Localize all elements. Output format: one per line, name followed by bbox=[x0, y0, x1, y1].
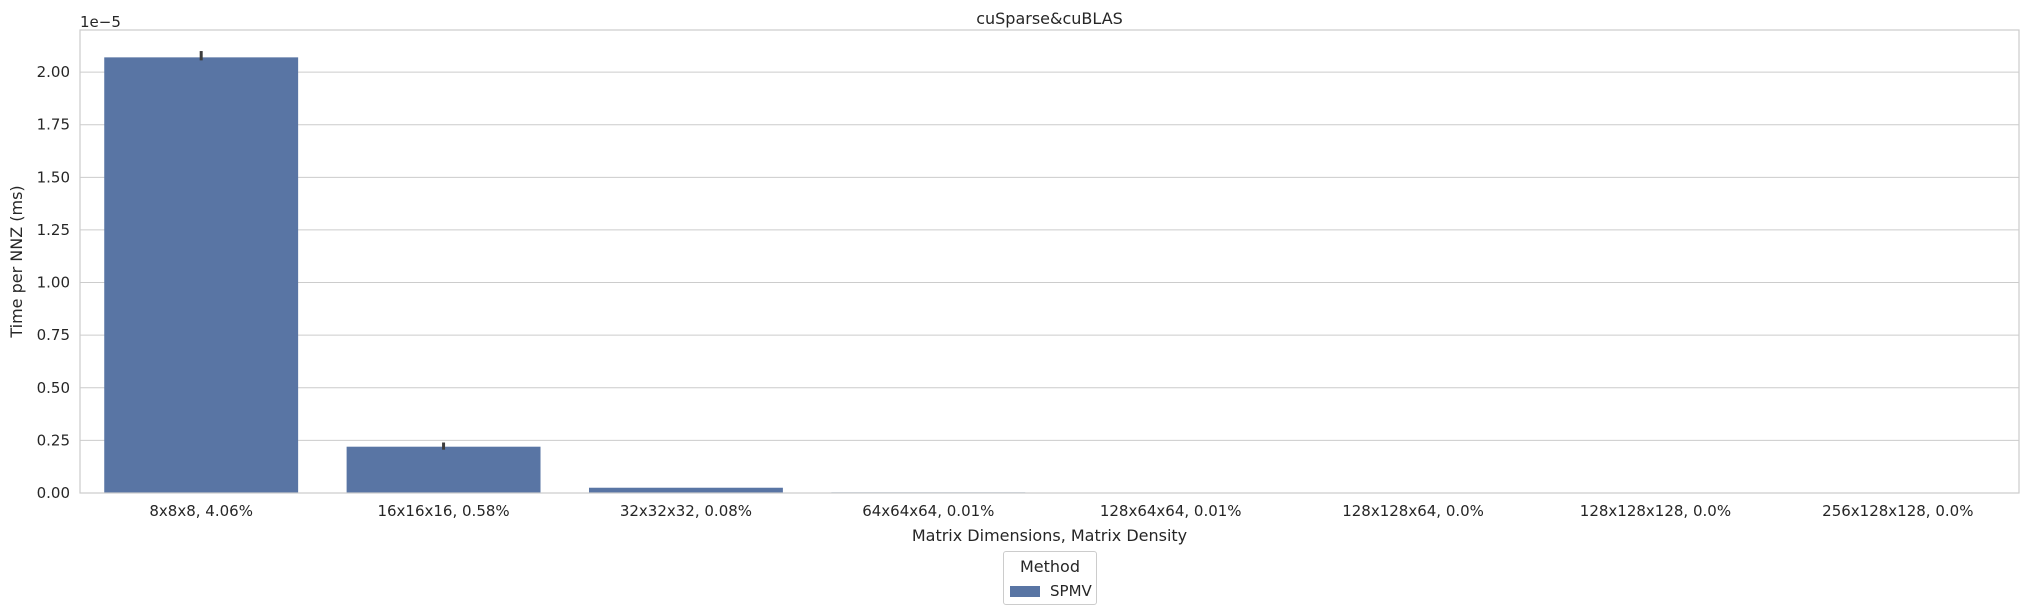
x-tick-label: 128x128x128, 0.0% bbox=[1580, 502, 1731, 520]
bar bbox=[104, 57, 299, 493]
x-tick-label: 8x8x8, 4.06% bbox=[149, 502, 253, 520]
y-tick-label: 0.75 bbox=[37, 326, 70, 344]
y-tick-label: 0.25 bbox=[37, 431, 70, 449]
y-tick-label: 0.00 bbox=[37, 484, 70, 502]
chart-title: cuSparse&cuBLAS bbox=[976, 9, 1123, 28]
x-tick-label: 128x64x64, 0.01% bbox=[1100, 502, 1242, 520]
bar bbox=[346, 446, 541, 493]
x-tick-label: 32x32x32, 0.08% bbox=[620, 502, 752, 520]
error-bars bbox=[199, 51, 446, 450]
y-offset-text: 1e−5 bbox=[80, 13, 121, 31]
legend-title: Method bbox=[1019, 557, 1080, 576]
bars bbox=[104, 57, 1995, 493]
y-tick-label: 1.00 bbox=[37, 274, 70, 292]
x-tick-label: 128x128x64, 0.0% bbox=[1342, 502, 1484, 520]
y-tick-label: 0.50 bbox=[37, 379, 70, 397]
y-tick-label: 1.25 bbox=[37, 221, 70, 239]
y-tick-labels: 0.00 0.25 0.50 0.75 1.00 1.25 1.50 1.75 2.00 bbox=[37, 63, 70, 502]
bar bbox=[588, 487, 783, 493]
y-tick-label: 1.75 bbox=[37, 116, 70, 134]
x-tick-labels: 8x8x8, 4.06% 16x16x16, 0.58% 32x32x32, 0.0… bbox=[149, 502, 1973, 520]
x-tick-label: 256x128x128, 0.0% bbox=[1822, 502, 1973, 520]
x-tick-label: 16x16x16, 0.58% bbox=[377, 502, 509, 520]
x-axis-label: Matrix Dimensions, Matrix Density bbox=[912, 526, 1187, 545]
y-axis-label: Time per NNZ (ms) bbox=[7, 185, 26, 338]
legend-swatch-spmv bbox=[1010, 586, 1040, 597]
legend: Method SPMV bbox=[1003, 551, 1097, 605]
y-tick-label: 2.00 bbox=[37, 63, 70, 81]
y-gridlines bbox=[80, 71, 2019, 441]
axes-frame bbox=[79, 29, 2020, 494]
x-tick-label: 64x64x64, 0.01% bbox=[862, 502, 994, 520]
legend-label-spmv: SPMV bbox=[1050, 582, 1092, 600]
y-tick-label: 1.50 bbox=[37, 168, 70, 186]
